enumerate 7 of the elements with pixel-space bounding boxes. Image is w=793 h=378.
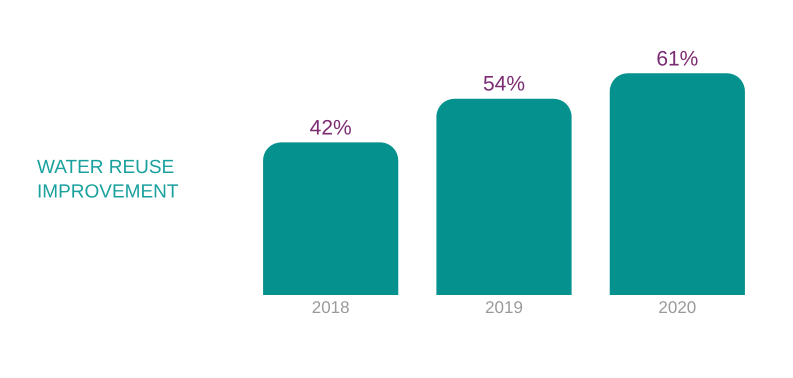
x-tick-label: 2018 — [312, 298, 350, 317]
data-label: 42% — [310, 116, 352, 140]
data-label: 54% — [482, 72, 526, 96]
x-tick-label: 2020 — [658, 298, 696, 317]
x-tick-label: 2019 — [485, 298, 523, 317]
data-label: 61% — [656, 47, 698, 70]
text: WATER REUSE IMPROVEMENT — [37, 157, 179, 203]
